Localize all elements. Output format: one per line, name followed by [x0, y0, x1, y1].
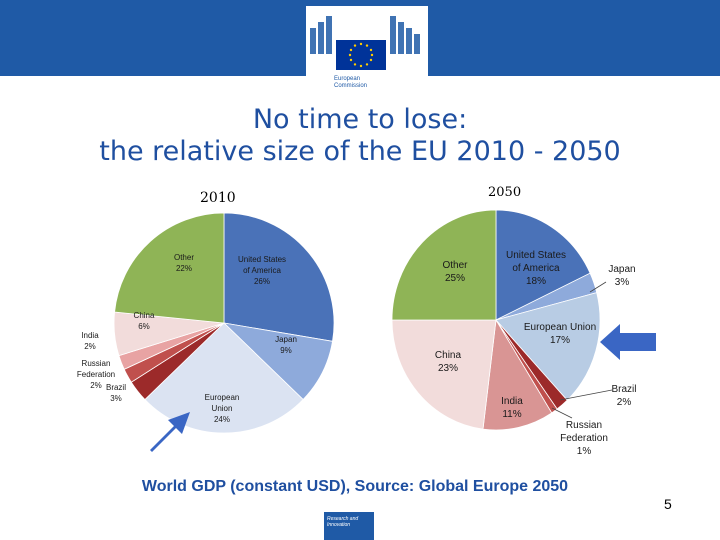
pie-2050-label-other: 25% — [445, 273, 465, 284]
pie-2010-label-russian-federation: 2% — [90, 381, 102, 390]
pie-2050-label-russian-federation: Federation — [560, 433, 608, 444]
leader-line-russia-2050 — [551, 407, 573, 419]
pie-2050-label-other: Other — [442, 260, 468, 271]
pie-2010-label-brazil: 3% — [110, 394, 122, 403]
pie-2050-label-united-states-of-america: United States — [506, 250, 566, 261]
pie-2010-label-brazil: Brazil — [106, 383, 126, 392]
pie-2010-label-russian-federation: Russian — [82, 359, 111, 368]
pie-2010-label-india: 2% — [84, 342, 96, 351]
pie-2050-label-china: China — [435, 350, 462, 361]
pie-2010-label-china: 6% — [138, 322, 150, 331]
pie-2050-slice-india — [482, 318, 553, 431]
pie-2010-label-russian-federation: Federation — [77, 370, 115, 379]
pie-2050-label-russian-federation: Russian — [566, 420, 602, 431]
pie-2010-label-european-union: 24% — [214, 415, 230, 424]
building-icon — [310, 16, 420, 70]
pie-2010-label-japan: Japan — [275, 335, 297, 344]
pie-2010-slice-other — [114, 212, 225, 324]
source-caption: World GDP (constant USD), Source: Global… — [141, 478, 569, 495]
logo-text: European Commission — [334, 76, 368, 89]
pie-2050-label-russian-federation: 1% — [577, 446, 592, 457]
pie-2050-label-india: 11% — [502, 409, 521, 420]
pie-2050-label-united-states-of-america: 18% — [526, 276, 546, 287]
arrow-eu-2050-icon — [600, 324, 656, 360]
pie-2050-label-european-union: 17% — [550, 335, 570, 346]
pie-2010-label-japan: 9% — [280, 346, 292, 355]
pie-2010-slice-united-states-of-america — [223, 212, 335, 342]
leader-line-japan-2050 — [589, 281, 607, 293]
pie-2010-label-india: India — [81, 331, 99, 340]
pie-2010-label-united-states-of-america: United States — [238, 255, 286, 264]
pie-2050-slice-china — [391, 319, 497, 430]
leader-line-brazil-2050 — [559, 389, 613, 401]
page-title: No time to lose: the relative size of th… — [99, 104, 621, 167]
pie-2050-label-japan: Japan — [608, 264, 635, 275]
pie-2010-label-european-union: Union — [212, 404, 233, 413]
chart-title-2050: 2050 — [488, 185, 522, 200]
pie-2050-label-japan: 3% — [615, 277, 630, 288]
pie-2010-label-european-union: European — [205, 393, 240, 402]
commission-logo: European Commission — [306, 6, 428, 100]
pie-2010-label-united-states-of-america: 26% — [254, 277, 270, 286]
pie-2010-slice-european-union — [144, 322, 304, 434]
pie-2050-label-brazil: 2% — [617, 397, 632, 408]
research-innovation-logo: Research and Innovation — [324, 512, 374, 540]
pie-2050-label-brazil: Brazil — [611, 384, 636, 395]
pie-2050-label-china: 23% — [438, 363, 458, 374]
pie-2050-slice-other — [391, 209, 497, 321]
pie-2010-label-china: China — [134, 311, 155, 320]
pie-2010-label-other: 22% — [176, 264, 192, 273]
page-number: 5 — [664, 496, 672, 512]
pie-2050-label-india: India — [501, 396, 523, 407]
pie-2050-slice-european-union — [495, 292, 601, 401]
pie-2010-label-other: Other — [174, 253, 194, 262]
pie-2010-label-united-states-of-america: of America — [243, 266, 281, 275]
chart-title-2010: 2010 — [200, 190, 236, 206]
pie-2050-label-united-states-of-america: of America — [512, 263, 560, 274]
pie-2050-slice-united-states-of-america — [495, 209, 591, 321]
pie-2050-label-european-union: European Union — [524, 322, 596, 333]
arrow-eu-2010-icon — [150, 412, 190, 452]
